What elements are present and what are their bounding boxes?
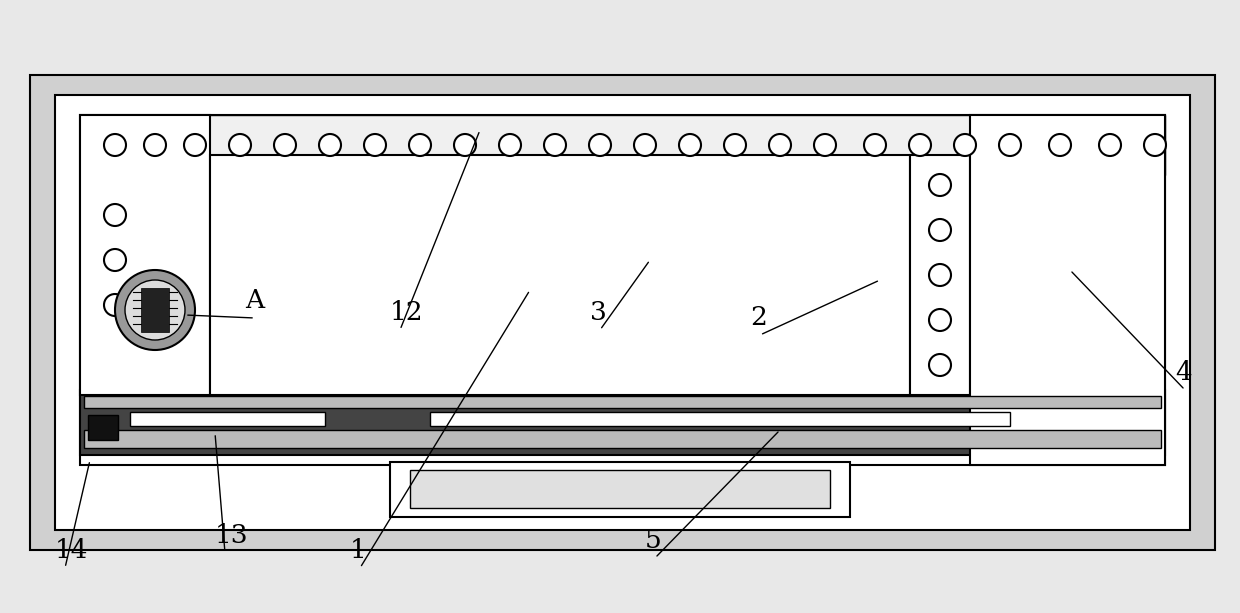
Bar — [910, 155, 970, 395]
Circle shape — [115, 270, 195, 350]
Bar — [410, 470, 830, 508]
Circle shape — [498, 134, 521, 156]
Circle shape — [680, 134, 701, 156]
Bar — [81, 390, 1166, 455]
Bar — [430, 412, 1011, 426]
Circle shape — [104, 204, 126, 226]
Text: 12: 12 — [391, 300, 424, 325]
Circle shape — [954, 134, 976, 156]
Bar — [81, 115, 1166, 465]
Bar — [210, 155, 910, 395]
Circle shape — [319, 134, 341, 156]
Circle shape — [365, 134, 386, 156]
Bar — [81, 115, 210, 395]
Text: 1: 1 — [350, 538, 367, 563]
Circle shape — [104, 294, 126, 316]
Circle shape — [999, 134, 1021, 156]
Bar — [84, 430, 1161, 448]
Circle shape — [409, 134, 432, 156]
Circle shape — [864, 134, 887, 156]
Circle shape — [454, 134, 476, 156]
Text: 14: 14 — [55, 538, 88, 563]
Bar — [970, 115, 1166, 465]
Text: 5: 5 — [645, 528, 662, 553]
Circle shape — [909, 134, 931, 156]
Circle shape — [104, 249, 126, 271]
Circle shape — [184, 134, 206, 156]
Bar — [81, 115, 1166, 175]
Circle shape — [274, 134, 296, 156]
Circle shape — [589, 134, 611, 156]
Circle shape — [229, 134, 250, 156]
Bar — [30, 75, 1215, 550]
Text: 3: 3 — [590, 300, 606, 325]
Circle shape — [125, 280, 185, 340]
Circle shape — [1099, 134, 1121, 156]
Circle shape — [724, 134, 746, 156]
Circle shape — [104, 134, 126, 156]
Bar — [391, 462, 849, 517]
Bar — [84, 396, 1161, 408]
Circle shape — [929, 219, 951, 241]
Text: 2: 2 — [750, 305, 766, 330]
Bar — [55, 95, 1190, 530]
Text: 13: 13 — [215, 523, 249, 548]
Circle shape — [929, 264, 951, 286]
Circle shape — [1049, 134, 1071, 156]
Circle shape — [769, 134, 791, 156]
Bar — [130, 412, 325, 426]
Text: A: A — [246, 288, 264, 313]
Circle shape — [1145, 134, 1166, 156]
Circle shape — [929, 354, 951, 376]
Circle shape — [813, 134, 836, 156]
Circle shape — [634, 134, 656, 156]
Circle shape — [929, 309, 951, 331]
Bar — [141, 288, 169, 332]
Text: 4: 4 — [1176, 360, 1192, 385]
Bar — [88, 415, 118, 440]
Circle shape — [929, 174, 951, 196]
Circle shape — [144, 134, 166, 156]
Circle shape — [544, 134, 565, 156]
